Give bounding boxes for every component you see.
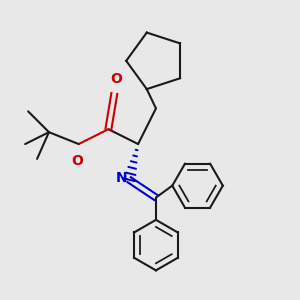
- Text: O: O: [71, 154, 83, 169]
- Text: O: O: [110, 72, 122, 86]
- Text: N: N: [116, 171, 128, 185]
